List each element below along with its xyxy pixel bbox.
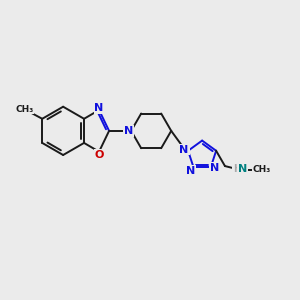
Text: CH₃: CH₃ [253, 165, 271, 174]
Text: CH₃: CH₃ [15, 105, 34, 114]
Text: H: H [233, 164, 241, 174]
Text: N: N [94, 103, 104, 113]
Text: O: O [95, 150, 104, 160]
Text: N: N [179, 145, 189, 154]
Text: N: N [186, 166, 195, 176]
Text: N: N [210, 163, 220, 173]
Text: N: N [124, 126, 134, 136]
Text: N: N [238, 164, 248, 174]
